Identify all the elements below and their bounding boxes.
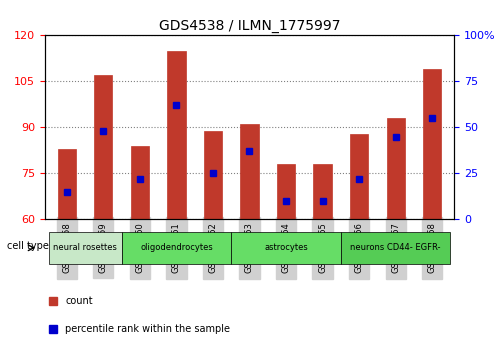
Text: neural rosettes: neural rosettes: [53, 243, 117, 252]
Bar: [58, 149, 76, 219]
Bar: [131, 146, 149, 219]
Bar: [167, 51, 186, 219]
Text: neurons CD44- EGFR-: neurons CD44- EGFR-: [350, 243, 441, 252]
Bar: [241, 124, 258, 219]
Bar: [277, 164, 295, 219]
Bar: [313, 164, 332, 219]
FancyBboxPatch shape: [231, 232, 341, 264]
FancyBboxPatch shape: [341, 232, 451, 264]
Bar: [204, 131, 222, 219]
FancyBboxPatch shape: [48, 232, 122, 264]
FancyBboxPatch shape: [122, 232, 231, 264]
Bar: [423, 69, 441, 219]
Text: astrocytes: astrocytes: [264, 243, 308, 252]
Bar: [350, 133, 368, 219]
Bar: [387, 118, 405, 219]
Title: GDS4538 / ILMN_1775997: GDS4538 / ILMN_1775997: [159, 19, 340, 33]
Text: cell type: cell type: [6, 241, 48, 251]
Text: oligodendrocytes: oligodendrocytes: [140, 243, 213, 252]
Text: count: count: [65, 296, 93, 306]
Bar: [94, 75, 112, 219]
Text: percentile rank within the sample: percentile rank within the sample: [65, 324, 231, 334]
